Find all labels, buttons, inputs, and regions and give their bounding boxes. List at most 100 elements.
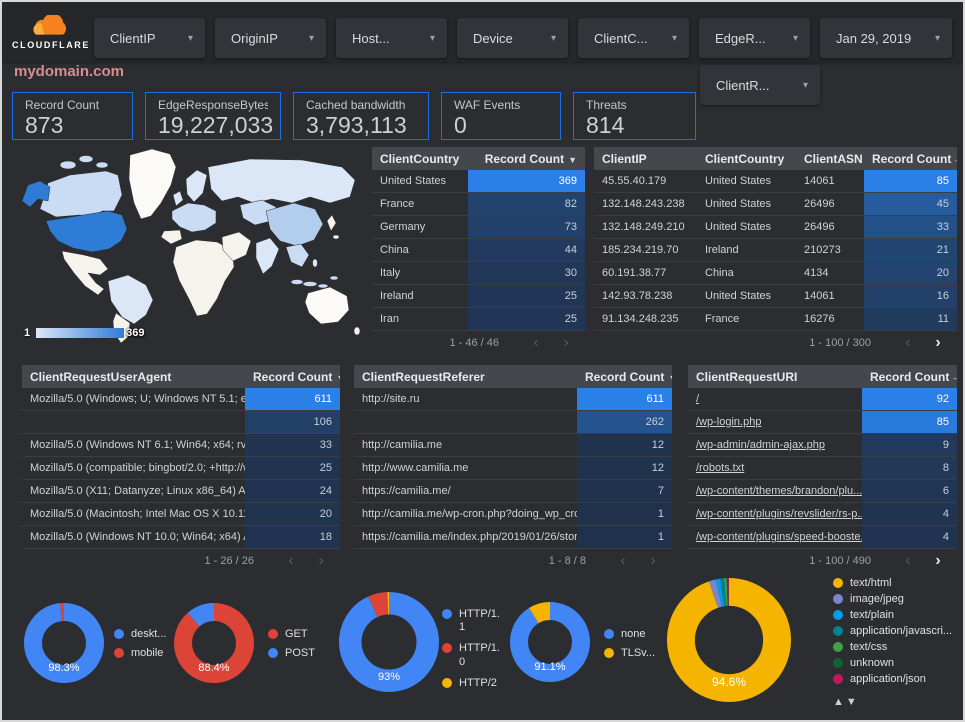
next-page-icon[interactable]: › (563, 334, 569, 351)
next-page-icon[interactable]: › (935, 334, 941, 351)
prev-page-icon[interactable]: ‹ (905, 334, 911, 351)
filter-chip-label: ClientIP (110, 30, 156, 46)
prev-page-icon[interactable]: ‹ (620, 552, 626, 569)
column-header: ClientIP (602, 151, 647, 166)
prev-page-icon[interactable]: ‹ (288, 552, 294, 569)
table-cell: 26496 (804, 221, 835, 233)
table-cell: United States (705, 175, 772, 187)
world-map-svg[interactable] (10, 145, 366, 345)
table-row: Mozilla/5.0 (Windows NT 6.1; Win64; x64;… (22, 434, 340, 457)
table-cell: Ireland (380, 290, 414, 302)
date-range-chip[interactable]: Jan 29, 2019 ▾ (820, 18, 952, 58)
table-row: France 82 (372, 193, 585, 216)
table-row: 262 (354, 411, 672, 434)
donut-slice-http-1-1[interactable] (339, 592, 439, 692)
uri-link[interactable]: /wp-content/plugins/speed-booste... (696, 531, 862, 543)
column-header[interactable]: Record Count▼ (577, 370, 672, 384)
donut-slice-application-json[interactable] (667, 578, 791, 702)
table-cell: 60.191.38.77 (602, 267, 667, 279)
table-row: /wp-content/themes/brandon/plu... 6 (688, 480, 957, 503)
uri-link[interactable]: /wp-login.php (696, 416, 762, 428)
donut-chart[interactable]: 93% (339, 592, 439, 692)
uri-link[interactable]: /wp-content/plugins/revslider/rs-p... (696, 508, 862, 520)
donut-slice-post[interactable] (174, 603, 254, 683)
table-cell: 91.134.248.235 (602, 313, 679, 325)
record-count-cell: 106 (245, 411, 340, 433)
cloudflare-logo-text: CLOUDFLARE (12, 39, 90, 50)
pagination-range: 1 - 100 / 490 (809, 555, 871, 567)
donut-chart[interactable]: 88.4% (174, 603, 254, 683)
legend-item: HTTP/1.1 (442, 608, 501, 634)
table-client-country: ClientCountry Record Count ▼ United States 3… (372, 147, 585, 355)
column-header[interactable]: Record Count– (862, 370, 957, 384)
record-count-cell: 44 (468, 239, 585, 261)
donut-slice-mobile[interactable] (24, 603, 104, 683)
pagination-range: 1 - 100 / 300 (809, 337, 871, 349)
table-row: https://camilia.me/index.php/2019/01/26/… (354, 526, 672, 549)
donut-chart[interactable]: 94.6% (667, 578, 791, 702)
donut-slice-tlsv-[interactable] (510, 602, 590, 682)
next-page-icon[interactable]: › (935, 552, 941, 569)
legend-scroll-arrows[interactable]: ▲▼ (833, 696, 859, 708)
table-cell: China (705, 267, 734, 279)
table-row: 60.191.38.77 China 4134 20 (594, 262, 957, 285)
table-cell: 210273 (804, 244, 841, 256)
filter-chip[interactable]: EdgeR... ▾ (699, 18, 810, 58)
legend-item: HTTP/1.0 (442, 642, 501, 668)
donut-slice-http-2[interactable] (339, 592, 439, 692)
scorecard: WAF Events 0 (441, 92, 561, 140)
filter-chip[interactable]: Host... ▾ (336, 18, 447, 58)
uri-link[interactable]: /wp-content/themes/brandon/plu... (696, 485, 862, 497)
record-count-cell: 25 (468, 308, 585, 330)
uri-link[interactable]: /wp-admin/admin-ajax.php (696, 439, 826, 451)
table-cell: Germany (380, 221, 426, 233)
table-cell: 142.93.78.238 (602, 290, 673, 302)
next-page-icon[interactable]: › (318, 552, 324, 569)
filter-chip[interactable]: OriginIP ▾ (215, 18, 326, 58)
legend-dot-icon (833, 578, 843, 588)
column-header[interactable]: Record Count▼ (245, 370, 340, 384)
table-cell: United States (705, 198, 772, 210)
table-row: /wp-admin/admin-ajax.php 9 (688, 434, 957, 457)
legend-dot-icon (833, 610, 843, 620)
record-count-cell: 4 (862, 526, 957, 548)
next-page-icon[interactable]: › (650, 552, 656, 569)
prev-page-icon[interactable]: ‹ (905, 552, 911, 569)
table-pagination: 1 - 8 / 8 ‹ › (354, 549, 672, 573)
prev-page-icon[interactable]: ‹ (533, 334, 539, 351)
uri-link[interactable]: /robots.txt (696, 462, 745, 474)
table-row: Mozilla/5.0 (compatible; bingbot/2.0; +h… (22, 457, 340, 480)
filter-chip-label: ClientC... (594, 30, 648, 46)
table-header-row: ClientRequestURI Record Count– (688, 365, 957, 388)
table-row: /wp-content/plugins/revslider/rs-p... 4 (688, 503, 957, 526)
record-count-cell: 33 (864, 216, 957, 238)
scorecard-label: Record Count (25, 98, 100, 112)
uri-link[interactable]: / (696, 393, 700, 405)
filter-chip[interactable]: ClientR... ▾ (700, 65, 820, 105)
world-map[interactable]: 1 369 (10, 145, 366, 345)
filter-chip[interactable]: ClientIP ▾ (94, 18, 205, 58)
legend-dot-icon (833, 642, 843, 652)
filter-chip-label: Device (473, 30, 513, 46)
donut-chart[interactable]: 98.3% (24, 603, 104, 683)
record-count-cell: 9 (862, 434, 957, 456)
record-count-cell: 21 (864, 239, 957, 261)
table-cell: China (380, 244, 409, 256)
scorecard-row: Record Count 873 EdgeResponseBytes 19,227,0… (12, 92, 696, 140)
table-row: / 92 (688, 388, 957, 411)
column-header[interactable]: Record Count– (864, 152, 957, 166)
filter-chip[interactable]: Device ▾ (457, 18, 568, 58)
legend-item: deskt... (114, 628, 166, 640)
donut-slice-text-html[interactable] (667, 578, 791, 702)
table-cell (354, 411, 577, 433)
legend-label: GET (285, 628, 308, 640)
pagination-range: 1 - 8 / 8 (548, 555, 586, 567)
sort-indicator-icon: – (953, 373, 957, 383)
column-header[interactable]: Record Count▼ (484, 151, 577, 166)
legend-item: text/css (833, 641, 952, 653)
scorecard-value: 0 (454, 112, 467, 138)
filter-chip[interactable]: ClientC... ▾ (578, 18, 689, 58)
donut-chart[interactable]: 91.1% (510, 602, 590, 682)
legend-dot-icon (442, 677, 452, 688)
scorecard: Threats 814 (573, 92, 696, 140)
